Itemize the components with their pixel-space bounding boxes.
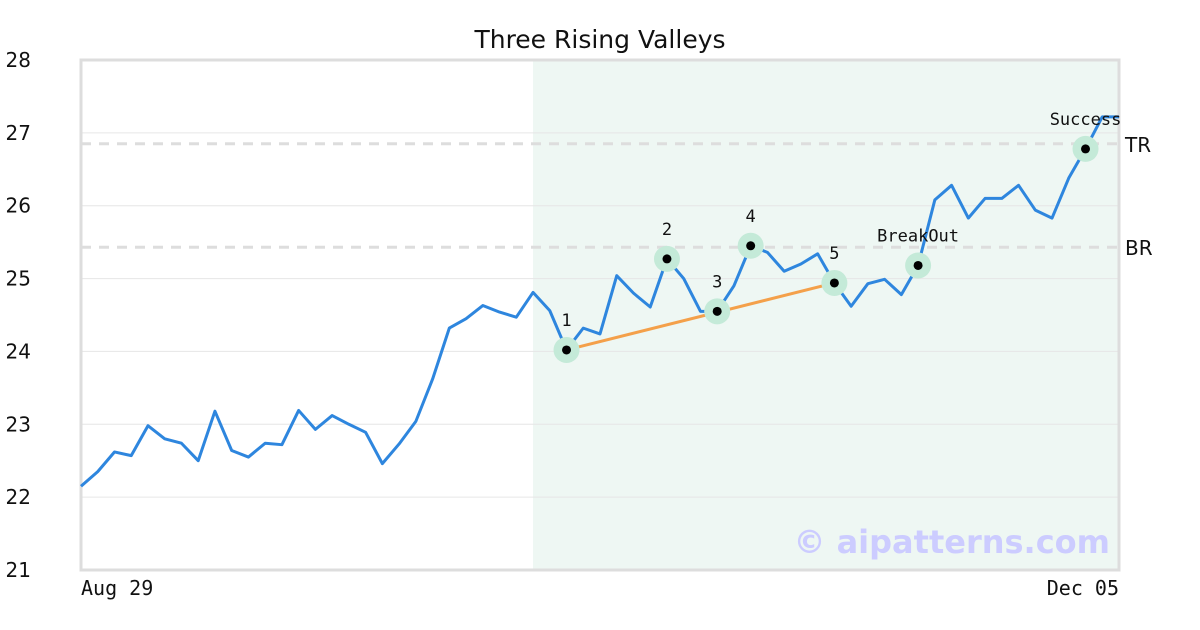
y-tick-27: 27	[6, 121, 31, 145]
y-tick-25: 25	[6, 267, 31, 291]
marker-dot-breakout	[913, 260, 923, 270]
y-tick-23: 23	[6, 412, 31, 436]
annotation-label-1: 1	[561, 311, 571, 331]
marker-dot-5	[829, 278, 839, 288]
y-axis-ticks: 21 22 23 24 25 26 27 28	[6, 48, 31, 582]
annotation-label-success: Success	[1050, 110, 1122, 130]
marker-dot-2	[662, 254, 672, 264]
price-series-line	[80, 115, 1119, 488]
annotation-label-2: 2	[662, 220, 672, 240]
annotation-label-breakout: BreakOut	[877, 226, 959, 246]
marker-dot-success	[1081, 144, 1091, 154]
x-tick-end: Dec 05	[1047, 576, 1119, 600]
y-tick-26: 26	[6, 194, 31, 218]
marker-dot-1	[562, 345, 572, 355]
y-tick-28: 28	[6, 48, 31, 72]
plot-frame	[79, 58, 1121, 572]
valley-trend-line	[566, 281, 835, 352]
y-tick-22: 22	[6, 485, 31, 509]
level-label-tr: TR	[1124, 133, 1151, 157]
annotation-label-5: 5	[829, 244, 839, 264]
pattern-highlight-region	[533, 60, 1119, 570]
marker-dot-4	[746, 241, 756, 251]
pattern-markers: 1 2 3 4 5 BreakOut Success	[553, 110, 1122, 363]
level-lines: TR BR	[81, 133, 1153, 260]
watermark: © aipatterns.com	[793, 523, 1110, 561]
marker-dot-3	[712, 306, 722, 316]
y-tick-21: 21	[6, 558, 31, 582]
chart-title: Three Rising Valleys	[473, 25, 725, 54]
y-tick-24: 24	[6, 339, 31, 363]
x-tick-start: Aug 29	[81, 576, 153, 600]
annotation-label-4: 4	[746, 207, 756, 227]
level-label-br: BR	[1125, 236, 1153, 260]
annotation-label-3: 3	[712, 272, 722, 292]
